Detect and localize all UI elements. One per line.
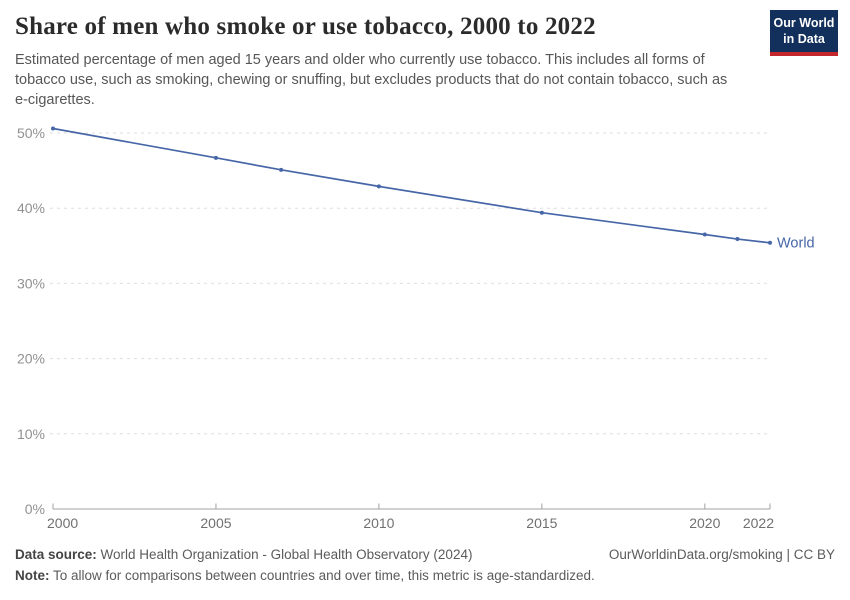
data-point[interactable] <box>279 167 284 172</box>
y-tick-label: 10% <box>17 426 45 442</box>
series-end-label[interactable]: World <box>777 235 815 251</box>
footer-row-1: Data source: World Health Organization -… <box>15 545 835 566</box>
series-line-world[interactable] <box>52 127 771 244</box>
data-point[interactable] <box>539 210 544 215</box>
x-tick-label: 2005 <box>200 515 231 531</box>
y-tick-label: 50% <box>17 125 45 141</box>
owid-logo-line2: in Data <box>783 32 825 47</box>
chart-subtitle: Estimated percentage of men aged 15 year… <box>15 51 728 108</box>
chart-footer: Data source: World Health Organization -… <box>15 545 835 587</box>
data-source-label: Data source: <box>15 547 97 562</box>
x-tick-label: 2010 <box>363 515 394 531</box>
data-point[interactable] <box>213 155 218 160</box>
data-point[interactable] <box>735 237 740 242</box>
chart-canvas: 0%10%20%30%40%50% 2000 2005 2010 2015 2020 20… <box>17 125 815 531</box>
owid-logo-stripe <box>770 51 838 56</box>
y-tick-label: 20% <box>17 351 45 367</box>
page-title: Share of men who smoke or use tobacco, 2… <box>15 13 596 40</box>
x-tick-label: 2022 <box>743 515 774 531</box>
data-point[interactable] <box>768 240 772 245</box>
y-gridlines <box>50 132 770 435</box>
x-axis <box>52 503 771 510</box>
note-text: To allow for comparisons between countri… <box>49 567 595 583</box>
y-tick-label: 0% <box>25 501 45 517</box>
x-tick-label: 2000 <box>47 515 78 531</box>
data-source-text: World Health Organization - Global Healt… <box>96 547 473 562</box>
data-point[interactable] <box>702 232 707 237</box>
x-tick-label: 2020 <box>689 515 720 531</box>
data-series <box>51 126 772 245</box>
data-point[interactable] <box>376 184 381 189</box>
data-point[interactable] <box>51 126 55 131</box>
footer-row-2: Note: To allow for comparisons between c… <box>15 566 835 587</box>
y-tick-label: 30% <box>17 275 45 291</box>
owid-license-link[interactable]: OurWorldinData.org/smoking | CC BY <box>608 547 835 562</box>
data-source-line: Data source: World Health Organization -… <box>15 545 472 566</box>
x-tick-label: 2015 <box>526 515 557 531</box>
y-tick-label: 40% <box>17 200 45 216</box>
owid-logo-line1: Our World <box>773 16 835 30</box>
x-axis-labels: 2000 2005 2010 2015 2020 2022 <box>47 515 774 531</box>
owid-logo[interactable]: Our World in Data <box>770 10 838 56</box>
series-end-labels: World <box>777 235 815 251</box>
chart-header: Share of men who smoke or use tobacco, 2… <box>15 13 760 110</box>
y-axis-labels: 0% 10% 20% 30% 40% 50% <box>17 125 45 517</box>
note-label: Note: <box>15 567 50 583</box>
